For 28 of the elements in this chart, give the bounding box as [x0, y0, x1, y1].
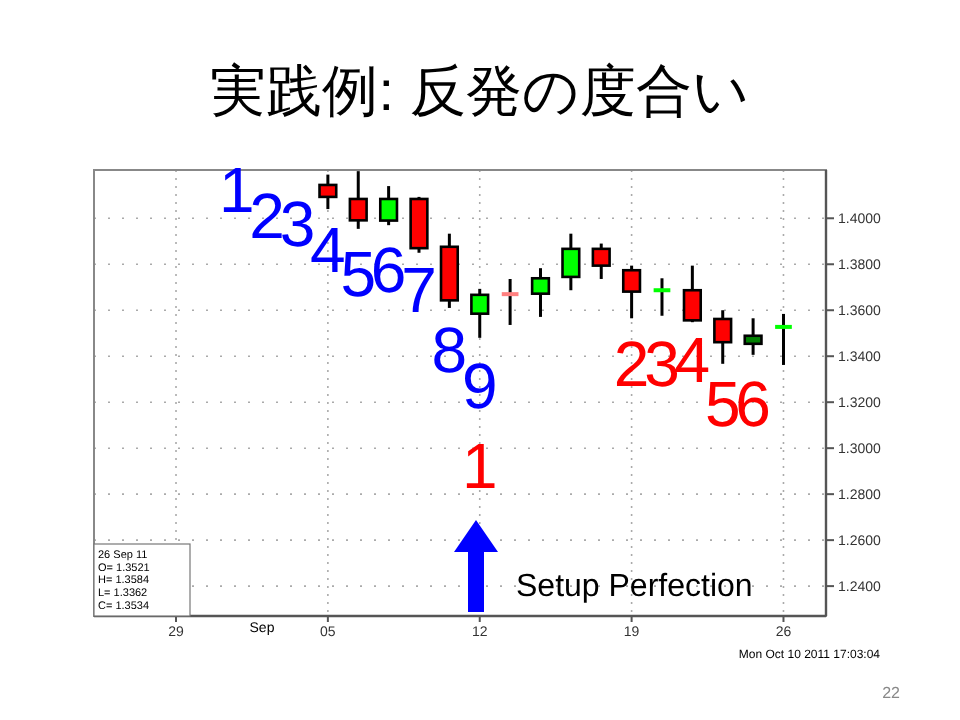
annotation: 8	[431, 314, 468, 386]
annotation: 1	[461, 430, 498, 502]
annotation: Setup Perfection	[516, 570, 753, 604]
text: 22	[882, 684, 902, 702]
chart-title: 実践例: 反発の度合い	[210, 60, 750, 122]
annotation: 5	[340, 238, 377, 310]
candlestick	[775, 312, 792, 367]
candlestick	[470, 287, 490, 340]
candlestick	[318, 173, 338, 211]
annotation: 2	[613, 328, 650, 400]
annotation: 4	[674, 324, 711, 396]
annotation: 6	[735, 368, 771, 440]
candlestick	[530, 266, 551, 319]
candlestick	[561, 232, 581, 292]
candlestick	[348, 169, 368, 231]
annotation: 3	[644, 328, 680, 400]
candlestick	[591, 242, 611, 281]
annotation: 1	[218, 154, 255, 226]
annotation: 7	[401, 254, 437, 326]
candlestick	[621, 264, 642, 320]
candlestick	[713, 308, 733, 366]
annotation: 4	[310, 214, 346, 286]
annotation: 2	[249, 180, 285, 252]
candlestick	[743, 316, 763, 357]
candlestick	[682, 264, 703, 324]
candlestick	[501, 277, 519, 327]
candlestick	[653, 276, 671, 318]
candlestick	[378, 184, 399, 227]
